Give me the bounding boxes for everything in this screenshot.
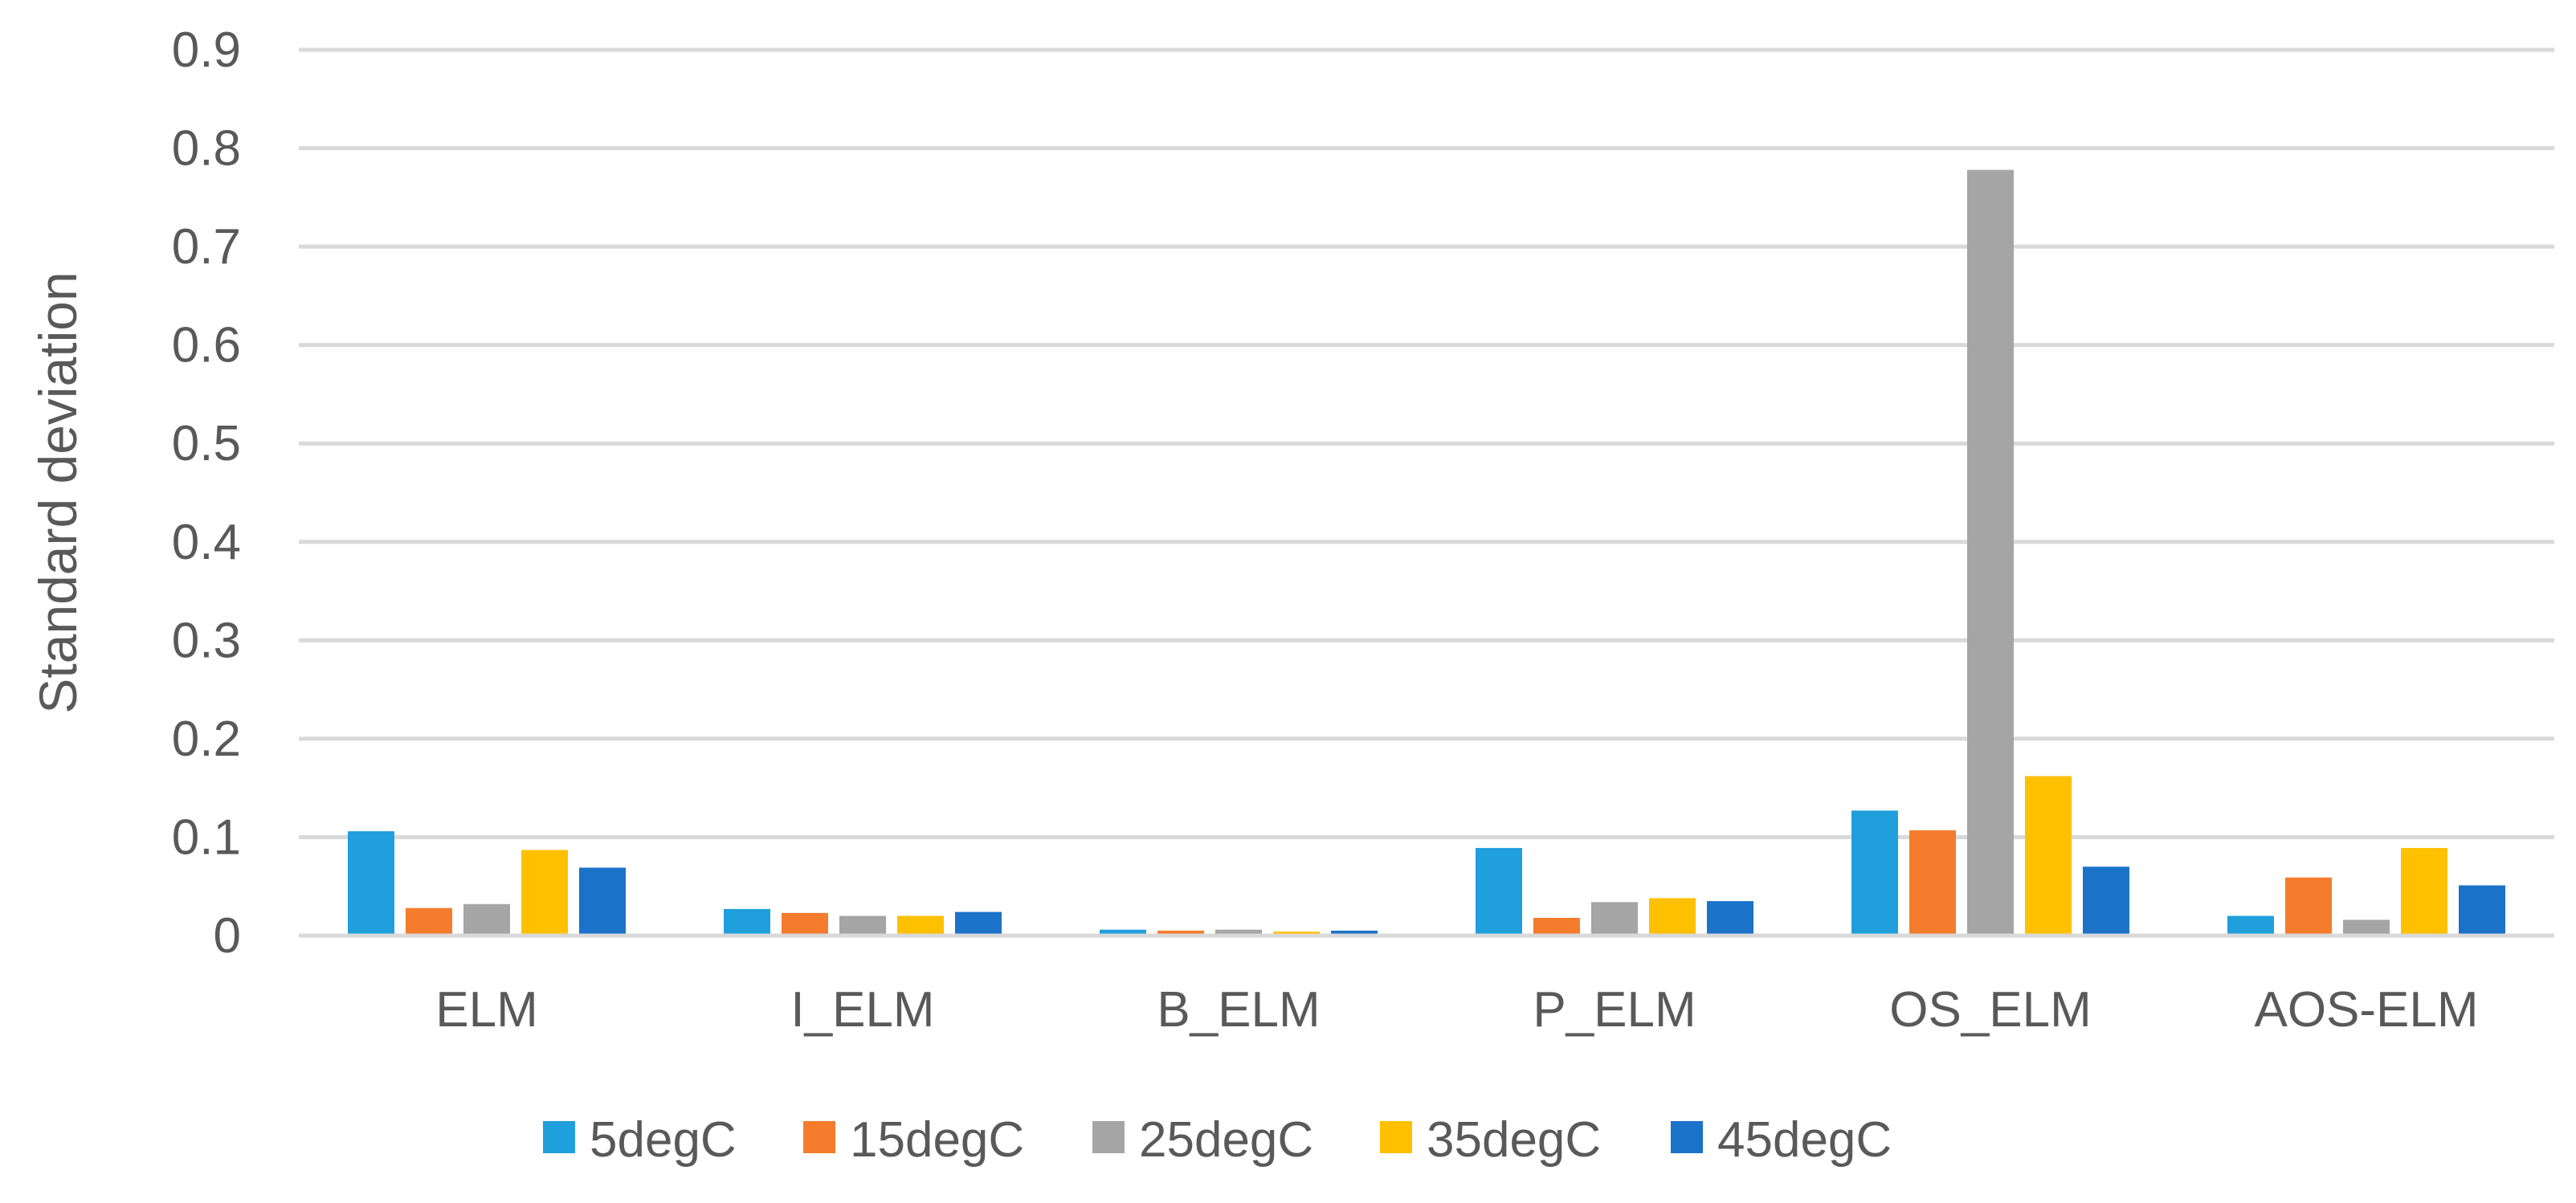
x-category-label: B_ELM: [1157, 982, 1320, 1038]
bar-aos-elm-15degc: [2285, 877, 2332, 936]
y-tick-label: 0.7: [172, 219, 241, 275]
bar-b-elm-25degc: [1215, 929, 1262, 936]
legend: 5degC 15degC 25degC 35degC 45degC: [543, 1112, 1892, 1168]
x-category-label: ELM: [435, 982, 537, 1038]
x-category-label: OS_ELM: [1889, 982, 2092, 1038]
bar-os-elm-25degc: [1967, 169, 2014, 936]
bar-i-elm-5degc: [724, 908, 770, 936]
bar-elm-25degc: [463, 903, 510, 936]
y-tick-label: 0.3: [172, 613, 241, 668]
gridlines: [299, 47, 2554, 839]
x-category-label: P_ELM: [1533, 982, 1696, 1038]
bar-elm-5degc: [348, 831, 394, 936]
bar-aos-elm-5degc: [2227, 916, 2274, 936]
legend-label: 45degC: [1717, 1112, 1892, 1168]
bar-p-elm-25degc: [1591, 902, 1638, 936]
bar-elm-45degc: [579, 867, 626, 936]
bar-aos-elm-45degc: [2459, 885, 2505, 936]
y-axis-ticks: 0 0.1 0.2 0.3 0.4 0.5 0.6 0.7 0.8 0.9: [172, 22, 241, 964]
bar-p-elm-45degc: [1707, 901, 1753, 936]
bar-os-elm-35degc: [2025, 776, 2072, 936]
bar-p-elm-5degc: [1476, 847, 1522, 936]
y-tick-label: 0.9: [172, 22, 241, 78]
bar-p-elm-15degc: [1533, 917, 1580, 936]
bars: [348, 169, 2505, 936]
legend-swatch: [803, 1121, 835, 1153]
y-tick-label: 0.8: [172, 121, 241, 177]
bar-elm-35degc: [521, 850, 568, 936]
bar-i-elm-15degc: [782, 912, 828, 936]
legend-label: 15degC: [850, 1112, 1024, 1168]
legend-swatch: [1671, 1121, 1703, 1153]
y-tick-label: 0.4: [172, 515, 241, 570]
y-tick-label: 0.1: [172, 809, 241, 865]
legend-label: 25degC: [1139, 1112, 1313, 1168]
bar-b-elm-5degc: [1100, 929, 1146, 936]
bar-aos-elm-35degc: [2401, 847, 2447, 936]
bar-os-elm-5degc: [1851, 810, 1898, 936]
bar-elm-15degc: [406, 907, 452, 936]
y-tick-label: 0.2: [172, 712, 241, 767]
x-category-label: AOS-ELM: [2254, 982, 2478, 1038]
bar-i-elm-45degc: [955, 911, 1002, 936]
x-axis-categories: ELM I_ELM B_ELM P_ELM OS_ELM AOS-ELM: [435, 982, 2478, 1038]
y-axis-title: Standard deviation: [28, 271, 88, 713]
bar-i-elm-35degc: [897, 916, 944, 936]
bar-aos-elm-25degc: [2343, 920, 2390, 936]
bar-os-elm-15degc: [1909, 830, 1956, 936]
legend-swatch: [1092, 1121, 1125, 1153]
y-tick-label: 0.6: [172, 318, 241, 373]
legend-label: 35degC: [1427, 1112, 1601, 1168]
legend-swatch: [543, 1121, 575, 1153]
bar-b-elm-15degc: [1157, 930, 1204, 936]
y-tick-label: 0: [214, 908, 241, 964]
legend-swatch: [1380, 1121, 1412, 1153]
legend-label: 5degC: [590, 1112, 737, 1168]
y-tick-label: 0.5: [172, 416, 241, 471]
x-category-label: I_ELM: [790, 982, 934, 1038]
bar-b-elm-45degc: [1331, 930, 1378, 936]
bar-os-elm-45degc: [2083, 867, 2129, 936]
bar-i-elm-25degc: [839, 916, 886, 936]
bar-p-elm-35degc: [1649, 898, 1696, 936]
